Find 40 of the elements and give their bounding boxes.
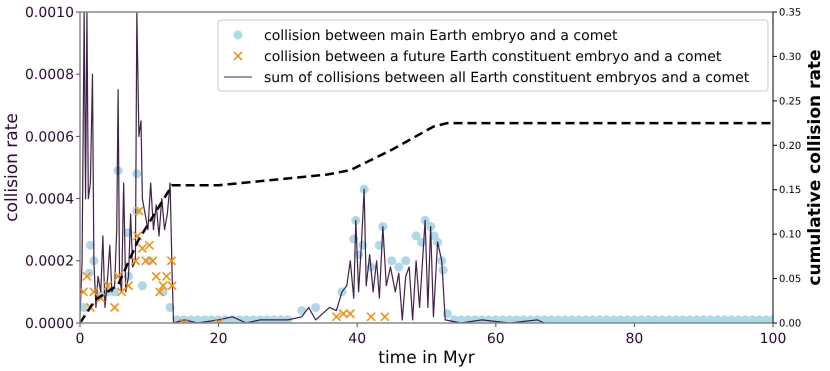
point bbox=[134, 206, 144, 216]
y-tick-label: 0.0008 bbox=[25, 67, 74, 84]
legend-label: collision between main Earth embryo and a comet bbox=[264, 28, 618, 44]
x-tick-label: 20 bbox=[210, 331, 228, 347]
y-tick-label: 0.0004 bbox=[25, 192, 74, 208]
point bbox=[132, 231, 142, 241]
y2-tick-label: 0.00 bbox=[779, 318, 802, 330]
y2-tick-label: 0.05 bbox=[779, 274, 802, 286]
x-tick-label: 60 bbox=[486, 331, 505, 347]
y-axis-title: collision rate bbox=[2, 113, 22, 222]
point bbox=[110, 302, 120, 312]
point bbox=[86, 302, 96, 312]
point bbox=[124, 280, 134, 290]
y2-tick-label: 0.25 bbox=[779, 96, 802, 108]
y-tick-label: 0.0000 bbox=[25, 316, 74, 332]
legend-label: sum of collisions between all Earth constituent embryos and a comet bbox=[264, 70, 750, 86]
legend-label: collision between a future Earth constituent embryo and a comet bbox=[264, 48, 722, 65]
x-tick-label: 80 bbox=[625, 331, 644, 347]
x-tick-label: 40 bbox=[348, 331, 366, 347]
y-tick-label: 0.0002 bbox=[25, 254, 74, 270]
y2-tick-label: 0.20 bbox=[779, 140, 802, 152]
x-axis-title: time in Myr bbox=[378, 348, 475, 368]
y2-tick-label: 0.35 bbox=[779, 8, 802, 18]
point bbox=[102, 280, 112, 290]
x-tick-label: 100 bbox=[760, 331, 786, 347]
y-tick-label: 0.0010 bbox=[25, 4, 74, 21]
point bbox=[116, 287, 126, 297]
point bbox=[96, 293, 106, 303]
point bbox=[366, 312, 376, 322]
y2-tick-label: 0.10 bbox=[779, 230, 802, 241]
point bbox=[154, 287, 164, 297]
x-tick-label: 0 bbox=[76, 331, 84, 347]
point bbox=[380, 312, 390, 322]
point bbox=[166, 256, 176, 266]
y2-tick-label: 0.30 bbox=[779, 52, 802, 63]
y-tick-label: 0.0006 bbox=[25, 129, 74, 146]
point bbox=[82, 272, 92, 282]
y2-tick-label: 0.15 bbox=[779, 185, 802, 196]
point bbox=[113, 272, 123, 282]
y2-axis-title: cumulative collision rate bbox=[805, 49, 825, 286]
